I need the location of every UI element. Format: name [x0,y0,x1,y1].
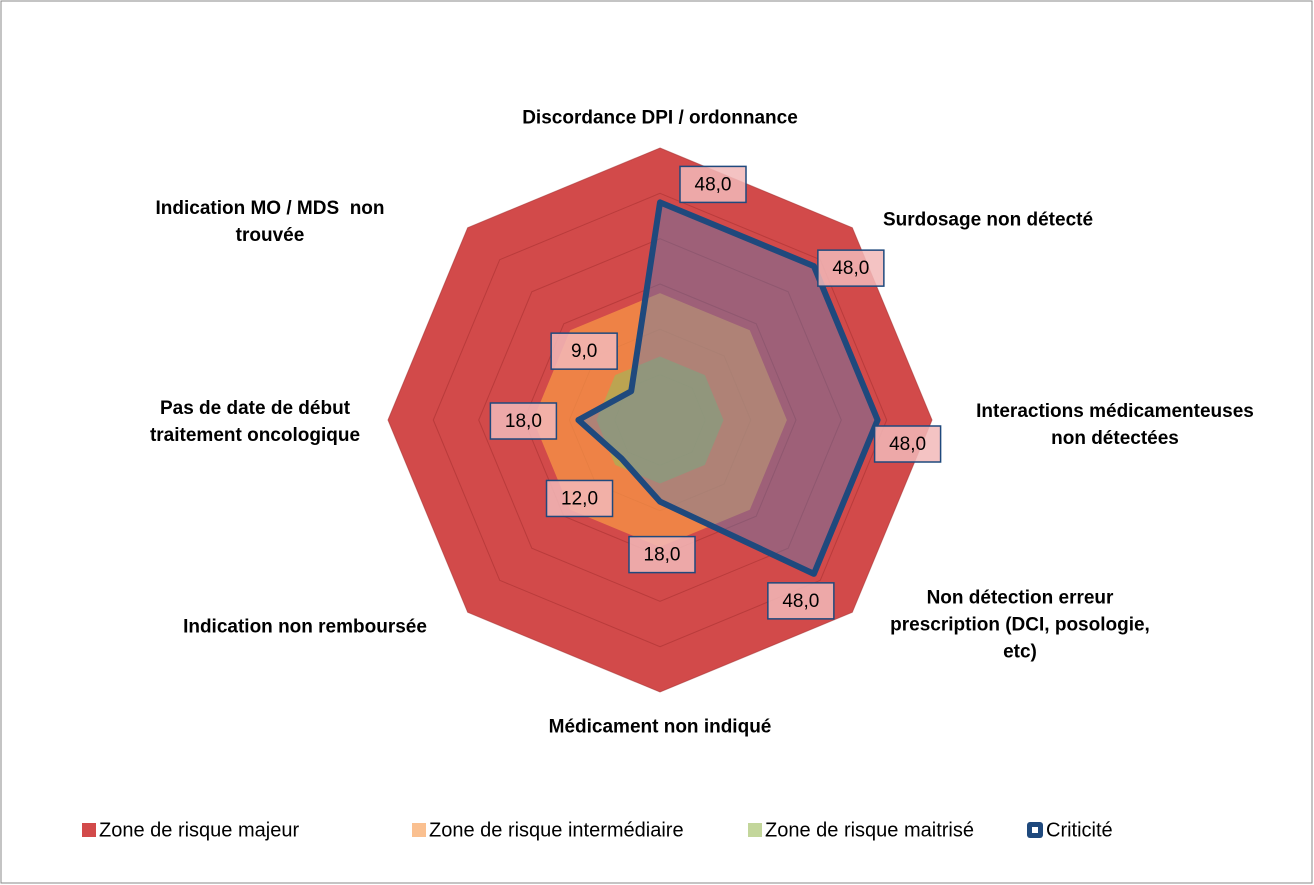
legend-label: Zone de risque maitrisé [765,819,974,841]
legend-label: Criticité [1046,819,1113,841]
value-label-box [679,165,747,204]
value-label-box [767,582,835,620]
value-label-box [550,332,618,370]
value-label: 48,0 [782,591,819,612]
legend-label: Zone de risque intermédiaire [429,819,684,841]
value-label-box [628,535,696,574]
value-label: 48,0 [889,434,926,455]
value-label: 48,0 [832,258,869,279]
category-label: Surdosage non détecté [882,209,1094,231]
category-label: Interactions médicamenteuses non détecté… [976,401,1254,449]
value-label-box [817,249,885,287]
zone-area [596,356,724,484]
legend-swatch [748,823,762,837]
category-label: Médicament non indiqué [548,716,772,738]
value-label-box [873,425,942,463]
grid-ring [478,238,842,602]
grid-ring [387,147,933,693]
category-label: Non détection erreur prescription (DCI, … [890,587,1150,663]
category-label: Indication MO / MDS non trouvée [155,198,385,246]
grid-ring [432,192,888,648]
value-label-box [489,402,558,440]
category-label: Indication non remboursée [183,616,427,638]
value-label: 18,0 [505,411,542,432]
value-label-box [545,479,614,518]
category-label: Discordance DPI / ordonnance [522,107,798,129]
legend-swatch [412,823,426,837]
legend-swatch [82,823,96,837]
legend-marker [1032,827,1038,833]
legend-label: Zone de risque majeur [99,819,299,841]
criticity-line [575,199,881,577]
value-label: 48,0 [695,174,732,195]
value-label: 9,0 [571,341,597,362]
value-label: 18,0 [644,545,681,566]
category-label: Pas de date de début traitement oncologi… [149,398,361,446]
value-label: 12,0 [561,488,598,509]
